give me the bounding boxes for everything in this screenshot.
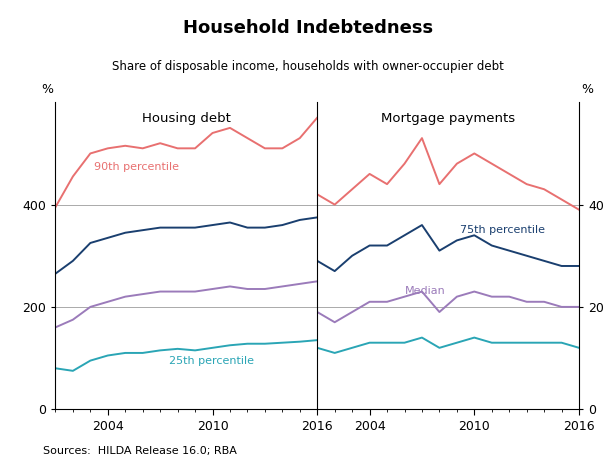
Text: %: % bbox=[41, 83, 53, 96]
Text: Household Indebtedness: Household Indebtedness bbox=[183, 19, 433, 37]
Text: 75th percentile: 75th percentile bbox=[460, 225, 545, 235]
Text: Share of disposable income, households with owner-occupier debt: Share of disposable income, households w… bbox=[112, 60, 504, 73]
Text: Sources:  HILDA Release 16.0; RBA: Sources: HILDA Release 16.0; RBA bbox=[43, 445, 237, 456]
Text: 90th percentile: 90th percentile bbox=[94, 162, 179, 172]
Text: Median: Median bbox=[405, 286, 445, 296]
Text: Housing debt: Housing debt bbox=[142, 112, 231, 125]
Text: Mortgage payments: Mortgage payments bbox=[381, 112, 515, 125]
Text: 25th percentile: 25th percentile bbox=[169, 356, 254, 366]
Text: %: % bbox=[582, 83, 594, 96]
